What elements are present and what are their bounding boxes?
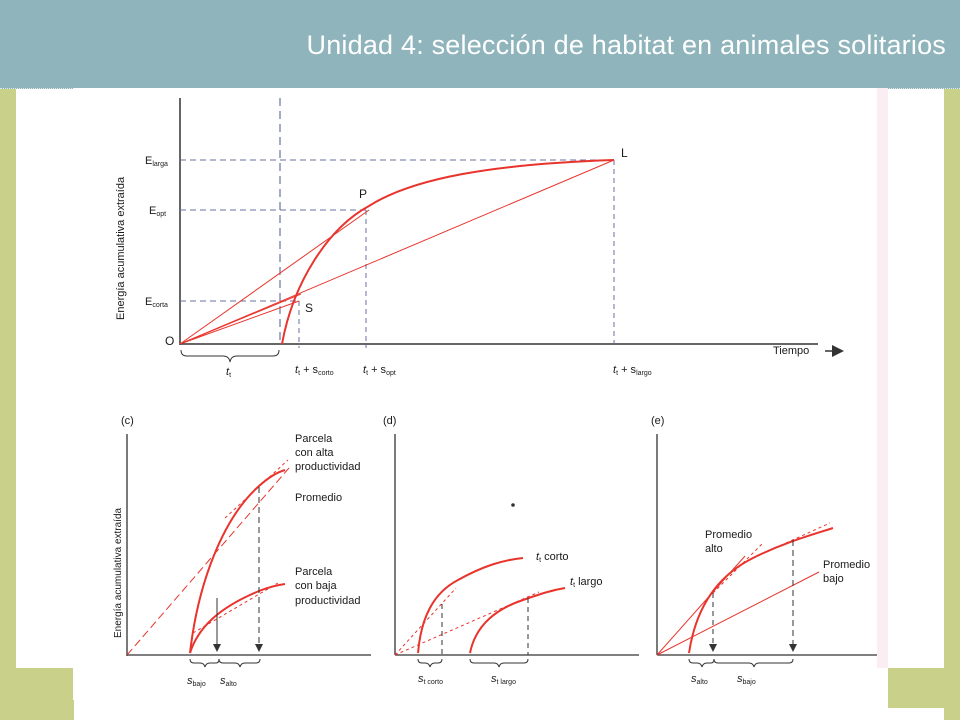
- slide-title: Unidad 4: selección de habitat en animal…: [306, 30, 946, 60]
- panel-c-tan-low: [192, 582, 279, 634]
- panel-e-label-high-2: alto: [705, 543, 723, 555]
- panel-e-s-low: sbajo: [737, 673, 756, 686]
- figure-svg: P L S O Elarga Eopt Ecorta Energía acumu…: [113, 98, 885, 688]
- panel-e-label-high-1: Promedio: [705, 529, 752, 541]
- panel-c-label-low-1: Parcela: [295, 566, 333, 578]
- tt-brace: [180, 349, 280, 363]
- panel-c-label-high-3: productividad: [295, 461, 360, 473]
- ytick-eopt: Eopt: [149, 205, 166, 218]
- image-edge-tint: [877, 88, 888, 668]
- panel-d-s-long: st largo: [491, 673, 516, 686]
- panel-e-avg-low: [656, 571, 820, 656]
- panel-e-letter: (e): [651, 415, 664, 427]
- panel-c-label-high-2: con alta: [295, 447, 334, 459]
- point-l-label: L: [621, 146, 628, 160]
- panel-d-tan-short: [394, 587, 457, 656]
- panel-c-low-curve: [189, 583, 286, 654]
- panel-c-tan-high: [224, 459, 289, 519]
- panel-d-s-short: st corto: [418, 673, 443, 686]
- panel-e-curve: [688, 527, 834, 654]
- gain-curve: [281, 159, 615, 345]
- panel-c-s-low: sbajo: [187, 675, 206, 688]
- panel-c-label-low-3: productividad: [295, 595, 360, 607]
- point-s-label: S: [305, 301, 313, 315]
- left-decor-bar: [0, 89, 16, 720]
- panel-c-label-low-2: con baja: [295, 580, 337, 592]
- bottom-right-decor: [888, 668, 944, 708]
- top-graph: P L S O Elarga Eopt Ecorta Energía acumu…: [115, 98, 844, 379]
- panel-d: (d) tt corto tt largo st corto st largo: [383, 415, 639, 686]
- panel-d-brace-short: [417, 658, 443, 668]
- panel-c-brace-high: [218, 658, 261, 668]
- figure-image: P L S O Elarga Eopt Ecorta Energía acumu…: [73, 88, 888, 700]
- panel-c-brace-low: [189, 658, 220, 668]
- panel-d-dot: [511, 503, 515, 507]
- panel-d-tan-long: [394, 591, 540, 656]
- panel-c-y-label: Energía acumulativa extraída: [113, 507, 124, 638]
- ytick-elarga: Elarga: [145, 155, 168, 168]
- panel-d-letter: (d): [383, 415, 396, 427]
- panel-d-long-curve: [469, 587, 566, 654]
- panel-e: (e) Promedio alto Promedio bajo salto sb…: [651, 415, 885, 686]
- right-decor-bar: [944, 89, 960, 720]
- panel-e-s-high: salto: [691, 673, 708, 686]
- panel-d-curve-long-label: tt largo: [570, 576, 603, 589]
- panel-e-brace-high: [688, 658, 715, 668]
- top-x-axis-label: Tiempo: [773, 345, 809, 357]
- panel-c-s-high: salto: [220, 675, 237, 688]
- xtick-tt: tt: [226, 366, 231, 379]
- origin-label: O: [165, 334, 174, 348]
- panel-d-curve-short-label: tt corto: [536, 551, 569, 564]
- panel-e-tan-2: [752, 522, 831, 559]
- panel-c: (c) Energía acumulativa extraída Parcela…: [113, 415, 371, 688]
- xtick-corto: tt + scorto: [295, 364, 334, 377]
- panel-c-letter: (c): [121, 415, 134, 427]
- line-o-s2: [179, 300, 300, 345]
- point-p-label: P: [359, 187, 367, 201]
- panel-c-avg-line: [126, 467, 290, 656]
- bottom-left-decor: [16, 668, 74, 720]
- xtick-largo: tt + slargo: [613, 364, 652, 377]
- slide-header: Unidad 4: selección de habitat en animal…: [0, 0, 960, 89]
- top-y-axis-label: Energía acumulativa extraída: [115, 176, 127, 320]
- panel-e-label-low-1: Promedio: [823, 559, 870, 571]
- line-o-p: [179, 209, 370, 345]
- panel-d-short-curve: [417, 557, 524, 654]
- panel-d-brace-long: [469, 658, 529, 668]
- line-o-s: [179, 293, 302, 345]
- panel-e-brace-low: [713, 658, 794, 668]
- ytick-ecorta: Ecorta: [145, 296, 168, 309]
- panel-c-label-high-1: Parcela: [295, 433, 333, 445]
- panel-c-high-curve: [189, 469, 286, 654]
- panel-e-label-low-2: bajo: [823, 573, 844, 585]
- panel-c-label-avg: Promedio: [295, 492, 342, 504]
- line-o-l: [179, 159, 615, 345]
- xtick-opt: tt + sopt: [363, 364, 396, 377]
